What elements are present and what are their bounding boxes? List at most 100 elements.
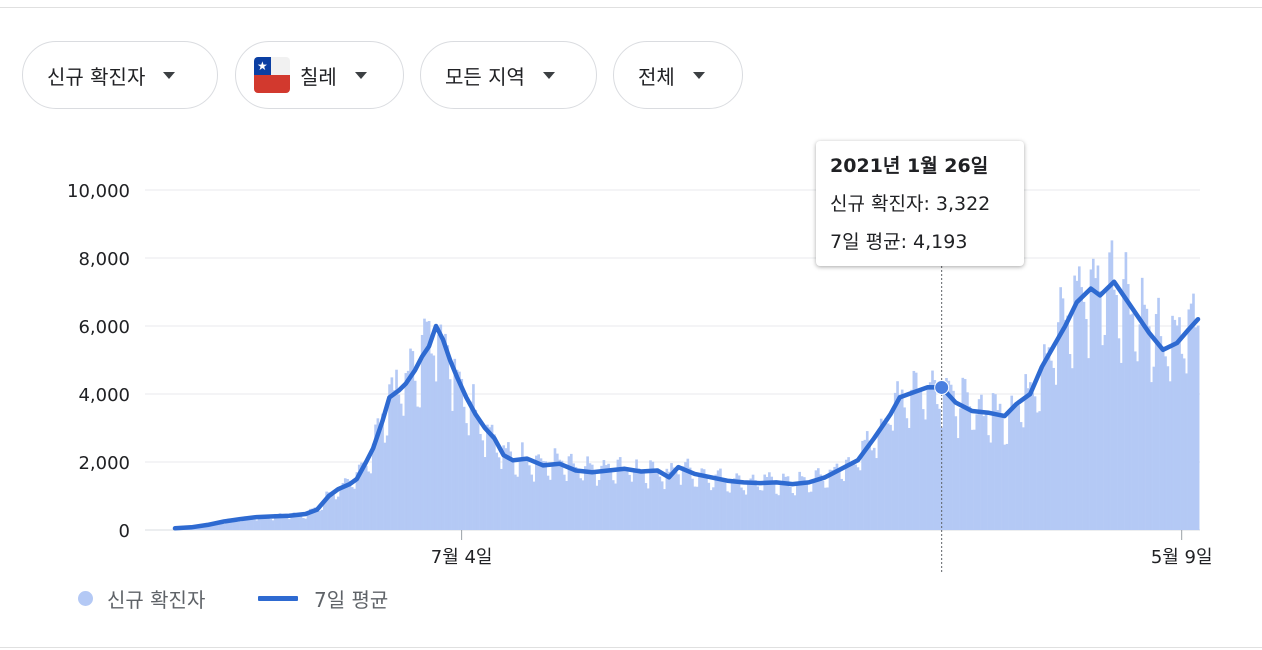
case-bar [903, 407, 906, 530]
case-bar [954, 416, 958, 530]
case-bar [1050, 360, 1053, 530]
case-bar [1192, 293, 1195, 530]
case-bar [1070, 368, 1074, 530]
case-bar [674, 472, 678, 530]
case-bar [236, 521, 240, 530]
case-bar [1108, 252, 1111, 531]
case-bar [357, 464, 361, 530]
case-bar [987, 435, 990, 530]
case-bar [374, 424, 377, 530]
case-bar [600, 465, 603, 530]
case-bar [807, 492, 811, 530]
case-bar [535, 455, 538, 530]
case-bar [751, 474, 755, 530]
case-bar [835, 463, 839, 530]
legend-item-new-cases[interactable]: 신규 확진자 [78, 584, 205, 612]
case-bar [364, 465, 368, 530]
case-bar [211, 522, 214, 530]
case-bar [1117, 338, 1121, 530]
case-bar [1180, 353, 1184, 530]
case-bar [1084, 319, 1088, 530]
case-bar [747, 480, 750, 530]
country-dropdown[interactable]: ★ 칠레 [235, 41, 404, 109]
case-bar [432, 355, 436, 530]
case-bar [861, 440, 864, 530]
case-bar [782, 473, 785, 530]
y-tick-label: 6,000 [78, 317, 130, 338]
case-bar [1154, 314, 1158, 530]
case-bar [740, 487, 743, 530]
case-bar [707, 482, 711, 530]
case-bar [271, 520, 275, 530]
case-bar [611, 480, 615, 530]
case-bar [346, 479, 349, 530]
case-bar [625, 470, 629, 530]
case-bar [1033, 396, 1037, 530]
case-bar [742, 490, 746, 530]
case-bar [560, 460, 564, 530]
case-bar [255, 520, 259, 530]
case-bar [1147, 326, 1151, 530]
case-bar [959, 408, 962, 530]
case-bar [220, 523, 224, 530]
case-bar [329, 492, 333, 530]
case-bar [684, 462, 687, 530]
case-bar [765, 476, 769, 530]
case-bar [984, 411, 988, 530]
case-bar [975, 414, 979, 530]
case-bar [581, 480, 585, 530]
case-bar [495, 452, 499, 530]
case-bar [453, 358, 457, 530]
case-bar [1068, 354, 1072, 530]
case-bar [462, 406, 466, 530]
case-bar [479, 434, 482, 530]
case-bar [423, 318, 426, 530]
case-bar [290, 513, 293, 530]
case-bar [243, 516, 247, 530]
case-bar [218, 522, 221, 530]
case-bar [425, 321, 429, 530]
case-bar [418, 407, 422, 530]
case-bar [877, 428, 881, 530]
legend-item-average[interactable]: 7일 평균 [258, 584, 388, 612]
case-bar [472, 384, 475, 530]
case-bar [402, 415, 405, 530]
case-bar [935, 404, 939, 530]
case-bar [1189, 303, 1193, 530]
chart-tooltip: 2021년 1월 26일 신규 확진자: 3,322 7일 평균: 4,193 [816, 141, 1024, 266]
case-bar [588, 463, 592, 530]
case-bar [537, 454, 540, 530]
case-bar [532, 481, 536, 530]
case-bar [322, 499, 326, 530]
period-dropdown[interactable]: 전체 [613, 41, 743, 109]
case-bar [597, 480, 601, 530]
case-bar [1080, 287, 1083, 530]
case-bar [544, 461, 547, 530]
region-dropdown[interactable]: 모든 지역 [420, 41, 597, 109]
case-bar [616, 459, 620, 530]
case-bar [865, 431, 869, 530]
case-bar [679, 484, 683, 530]
legend-line-icon [258, 595, 298, 601]
case-bar [1040, 367, 1044, 530]
case-bar [956, 438, 960, 530]
case-bar [779, 482, 783, 530]
case-bar [511, 459, 515, 530]
case-bar [623, 466, 627, 530]
case-bar [1015, 403, 1018, 530]
case-bar [980, 394, 983, 530]
case-bar [709, 490, 713, 530]
case-bar [814, 470, 818, 530]
case-bar [1054, 384, 1058, 530]
case-bar [772, 484, 776, 530]
case-bar [1101, 345, 1104, 530]
case-bar [796, 483, 799, 530]
case-bar [1194, 327, 1198, 530]
y-tick-label: 2,000 [78, 453, 130, 474]
case-bar [1185, 373, 1188, 530]
case-bar [1157, 297, 1160, 530]
case-bar [497, 457, 501, 530]
metric-dropdown[interactable]: 신규 확진자 [22, 41, 218, 109]
case-bar [602, 460, 606, 530]
